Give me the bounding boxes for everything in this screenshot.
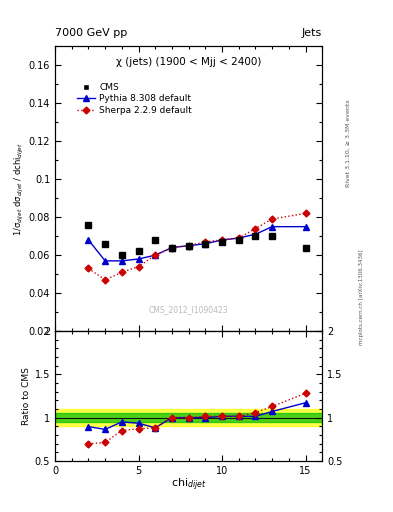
CMS [119,252,124,258]
CMS [103,241,108,247]
Text: 7000 GeV pp: 7000 GeV pp [55,28,127,38]
Sherpa 2.2.9 default [303,210,308,217]
CMS [253,233,258,239]
Sherpa 2.2.9 default [220,237,224,243]
Line: CMS: CMS [85,222,309,258]
Sherpa 2.2.9 default [186,243,191,249]
Pythia 8.308 default [119,258,124,264]
CMS [86,222,91,228]
Pythia 8.308 default [153,252,158,258]
Text: Jets: Jets [302,28,322,38]
Line: Sherpa 2.2.9 default: Sherpa 2.2.9 default [86,211,308,282]
Sherpa 2.2.9 default [119,269,124,275]
Pythia 8.308 default [237,235,241,241]
Pythia 8.308 default [170,245,174,251]
CMS [237,237,241,243]
Sherpa 2.2.9 default [103,277,108,283]
Pythia 8.308 default [220,237,224,243]
Pythia 8.308 default [136,256,141,262]
Sherpa 2.2.9 default [203,239,208,245]
Text: χ (jets) (1900 < Mjj < 2400): χ (jets) (1900 < Mjj < 2400) [116,57,261,68]
CMS [303,245,308,251]
Sherpa 2.2.9 default [237,235,241,241]
Pythia 8.308 default [253,231,258,238]
Pythia 8.308 default [103,258,108,264]
Y-axis label: Ratio to CMS: Ratio to CMS [22,367,31,425]
Sherpa 2.2.9 default [86,265,91,271]
Sherpa 2.2.9 default [153,252,158,258]
Text: CMS_2012_I1090423: CMS_2012_I1090423 [149,305,228,314]
Bar [55,409,322,426]
Line: Pythia 8.308 default: Pythia 8.308 default [86,224,309,264]
Text: Rivet 3.1.10, ≥ 3.3M events: Rivet 3.1.10, ≥ 3.3M events [345,99,350,187]
Pythia 8.308 default [203,241,208,247]
X-axis label: chi$_{dijet}$: chi$_{dijet}$ [171,477,206,494]
CMS [186,243,191,249]
Sherpa 2.2.9 default [136,264,141,270]
Pythia 8.308 default [186,243,191,249]
Y-axis label: 1/σ$_{dijet}$ dσ$_{dijet}$ / dchi$_{dijet}$: 1/σ$_{dijet}$ dσ$_{dijet}$ / dchi$_{dije… [13,142,26,236]
CMS [203,241,208,247]
Bar [55,413,322,422]
Sherpa 2.2.9 default [170,245,174,251]
Pythia 8.308 default [270,224,274,230]
CMS [153,237,158,243]
Pythia 8.308 default [303,224,308,230]
CMS [270,233,274,239]
Sherpa 2.2.9 default [253,225,258,231]
CMS [136,248,141,254]
Legend: CMS, Pythia 8.308 default, Sherpa 2.2.9 default: CMS, Pythia 8.308 default, Sherpa 2.2.9 … [73,79,195,119]
Pythia 8.308 default [86,237,91,243]
CMS [220,239,224,245]
Text: mcplots.cern.ch [arXiv:1306.3436]: mcplots.cern.ch [arXiv:1306.3436] [359,249,364,345]
CMS [170,245,174,251]
Sherpa 2.2.9 default [270,216,274,222]
